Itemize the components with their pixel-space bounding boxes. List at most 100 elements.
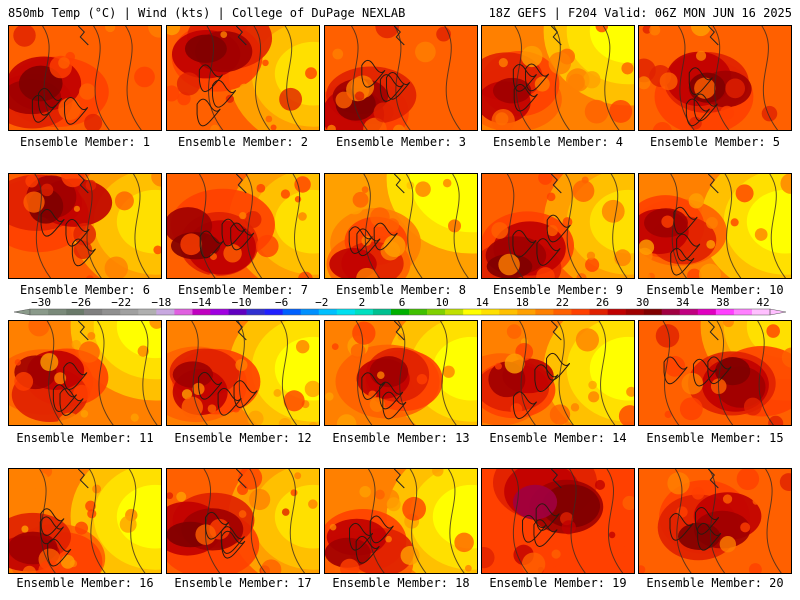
ensemble-member-label: Ensemble Member: 18 — [332, 576, 470, 590]
colorbar-swatch — [607, 309, 626, 315]
map-title: 850mb Temp (°C) | Wind (kts) | College o… — [8, 6, 406, 20]
ensemble-member-label: Ensemble Member: 4 — [492, 135, 624, 149]
ensemble-member-label: Ensemble Member: 20 — [646, 576, 784, 590]
ensemble-member-map — [8, 25, 162, 131]
ensemble-member-map — [481, 468, 635, 574]
colorbar-swatch — [751, 309, 771, 315]
colorbar-swatch — [210, 309, 229, 315]
ensemble-member-map — [638, 468, 792, 574]
colorbar-swatch — [336, 309, 356, 315]
colorbar-tick-label: −22 — [111, 296, 131, 309]
colorbar-swatch — [661, 309, 681, 315]
colorbar-swatch — [282, 309, 302, 315]
colorbar-swatch — [733, 309, 753, 315]
ensemble-member-label: Ensemble Member: 9 — [492, 283, 624, 297]
colorbar-swatch — [372, 309, 392, 315]
ensemble-member-label: Ensemble Member: 6 — [19, 283, 151, 297]
ensemble-member-label: Ensemble Member: 19 — [489, 576, 627, 590]
colorbar-tick-label: 22 — [556, 296, 569, 309]
colorbar-swatch — [192, 309, 211, 315]
ensemble-member-map — [638, 25, 792, 131]
colorbar-swatch — [625, 309, 644, 315]
colorbar-swatch — [264, 309, 283, 315]
colorbar-tick-label: −18 — [151, 296, 171, 309]
ensemble-member-map — [8, 468, 162, 574]
colorbar-tick-label: −30 — [31, 296, 51, 309]
ensemble-member-map — [324, 320, 478, 426]
ensemble-member-label: Ensemble Member: 10 — [646, 283, 784, 297]
colorbar-swatch — [517, 309, 536, 315]
ensemble-member-map — [481, 173, 635, 279]
ensemble-member-map — [166, 320, 320, 426]
colorbar-swatch — [715, 309, 735, 315]
ensemble-member-label: Ensemble Member: 7 — [177, 283, 309, 297]
colorbar-swatch — [174, 309, 193, 315]
colorbar-swatch — [463, 309, 482, 315]
ensemble-member-map — [638, 173, 792, 279]
colorbar-swatch — [120, 309, 139, 315]
ensemble-member-map — [638, 320, 792, 426]
colorbar-swatch — [427, 309, 446, 315]
colorbar-tick-label: −6 — [275, 296, 288, 309]
colorbar-tick-label: −26 — [71, 296, 91, 309]
ensemble-member-label: Ensemble Member: 16 — [16, 576, 154, 590]
colorbar-tick-label: −2 — [315, 296, 328, 309]
colorbar-swatch — [589, 309, 608, 315]
colorbar-tick-label: 18 — [516, 296, 529, 309]
ensemble-member-map — [481, 320, 635, 426]
colorbar-swatch — [679, 309, 699, 315]
colorbar-tick-label: 6 — [399, 296, 406, 309]
colorbar-swatch — [481, 309, 500, 315]
colorbar-min-arrow — [13, 308, 31, 316]
colorbar-swatch — [571, 309, 590, 315]
ensemble-member-label: Ensemble Member: 1 — [19, 135, 151, 149]
ensemble-member-label: Ensemble Member: 12 — [174, 431, 312, 445]
colorbar-tick-label: 10 — [435, 296, 448, 309]
colorbar-swatch — [300, 309, 320, 315]
colorbar-swatch — [553, 309, 572, 315]
colorbar-swatch — [84, 309, 103, 315]
colorbar-swatch — [246, 309, 265, 315]
ensemble-member-label: Ensemble Member: 15 — [646, 431, 784, 445]
colorbar-swatch — [66, 309, 85, 315]
ensemble-member-map — [324, 468, 478, 574]
colorbar-swatch — [318, 309, 338, 315]
ensemble-member-map — [8, 320, 162, 426]
ensemble-member-label: Ensemble Member: 3 — [335, 135, 467, 149]
colorbar-tick-label: 42 — [756, 296, 769, 309]
ensemble-member-label: Ensemble Member: 14 — [489, 431, 627, 445]
colorbar-swatch — [138, 309, 157, 315]
ensemble-member-label: Ensemble Member: 17 — [174, 576, 312, 590]
colorbar-swatch — [228, 309, 247, 315]
ensemble-member-label: Ensemble Member: 8 — [335, 283, 467, 297]
colorbar-swatch — [390, 309, 410, 315]
ensemble-member-map — [8, 173, 162, 279]
colorbar-tick-label: 14 — [476, 296, 490, 309]
colorbar-tick-label: 26 — [596, 296, 609, 309]
ensemble-member-label: Ensemble Member: 13 — [332, 431, 470, 445]
colorbar-tick-label: −14 — [192, 296, 212, 309]
colorbar-tick-label: −10 — [232, 296, 252, 309]
colorbar-swatch — [643, 309, 663, 315]
colorbar-swatch — [354, 309, 374, 315]
colorbar-swatch — [156, 309, 175, 315]
colorbar-swatch — [535, 309, 554, 315]
ensemble-member-map — [324, 173, 478, 279]
colorbar-swatch — [30, 309, 49, 315]
colorbar-swatch — [445, 309, 464, 315]
colorbar-max-arrow — [769, 308, 787, 316]
ensemble-member-map — [166, 468, 320, 574]
ensemble-member-label: Ensemble Member: 5 — [649, 135, 781, 149]
ensemble-member-map — [166, 25, 320, 131]
colorbar-swatch — [409, 309, 428, 315]
colorbar-swatch — [499, 309, 518, 315]
model-run-valid-time: 18Z GEFS | F204 Valid: 06Z MON JUN 16 20… — [488, 6, 792, 20]
ensemble-member-label: Ensemble Member: 2 — [177, 135, 309, 149]
colorbar-swatch — [48, 309, 67, 315]
temperature-colorbar: −30 −26 −22 −18 −14 −10 −6 −2 2 6 10 14 18 22 26 30 34 38… — [13, 296, 787, 316]
colorbar-swatch — [697, 309, 717, 315]
colorbar-tick-label: 34 — [676, 296, 690, 309]
colorbar-swatch — [102, 309, 121, 315]
colorbar-tick-label: 30 — [636, 296, 649, 309]
colorbar-tick-label: 2 — [359, 296, 366, 309]
